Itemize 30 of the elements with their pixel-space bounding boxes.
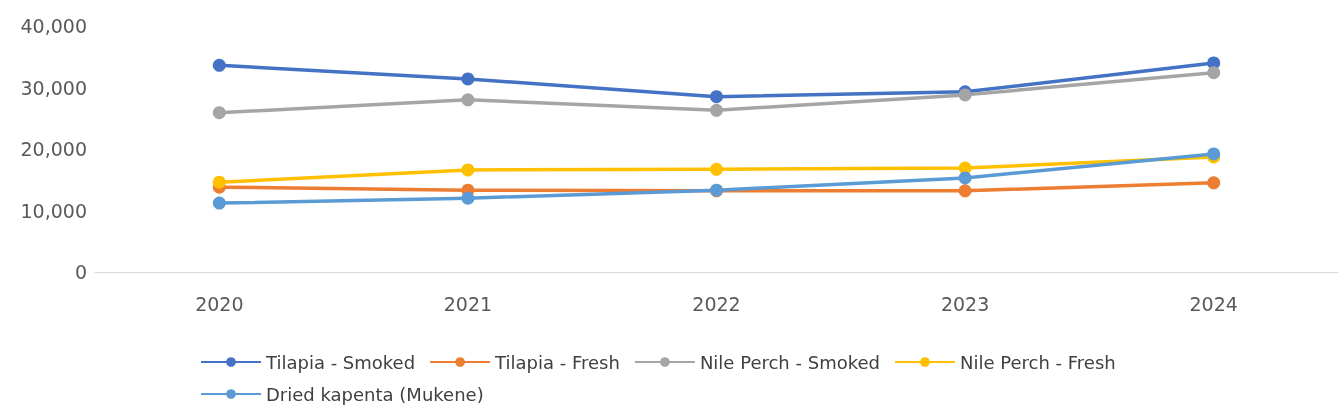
y-tick-label: 0 <box>74 261 87 283</box>
x-tick-label: 2024 <box>1189 292 1238 315</box>
x-tick-label: 2021 <box>443 292 493 315</box>
point <box>1207 176 1221 190</box>
legend-label: Tilapia - Smoked <box>265 351 416 373</box>
point <box>461 191 475 205</box>
point <box>958 184 972 198</box>
legend-label: Nile Perch - Smoked <box>699 351 880 373</box>
legend-label: Nile Perch - Fresh <box>959 351 1116 373</box>
point <box>461 163 475 177</box>
point <box>710 162 723 176</box>
point <box>212 196 226 210</box>
point <box>461 72 475 86</box>
y-tick-label: 30,000 <box>20 76 87 99</box>
x-tick-label: 2023 <box>940 292 990 315</box>
x-tick-label: 2022 <box>692 292 741 315</box>
legend-label: Tilapia - Fresh <box>494 351 620 373</box>
y-tick-label: 10,000 <box>20 199 87 222</box>
point <box>212 106 226 120</box>
point <box>958 171 972 185</box>
x-tick-label: 2020 <box>195 292 244 315</box>
legend-label: Dried kapenta (Mukene) <box>266 383 484 405</box>
point <box>710 90 723 104</box>
point <box>212 58 226 72</box>
point <box>461 93 475 107</box>
point <box>710 103 723 117</box>
y-tick-label: 40,000 <box>20 15 87 37</box>
y-tick-label: 20,000 <box>20 138 87 160</box>
point <box>1207 66 1221 80</box>
point <box>212 175 226 189</box>
